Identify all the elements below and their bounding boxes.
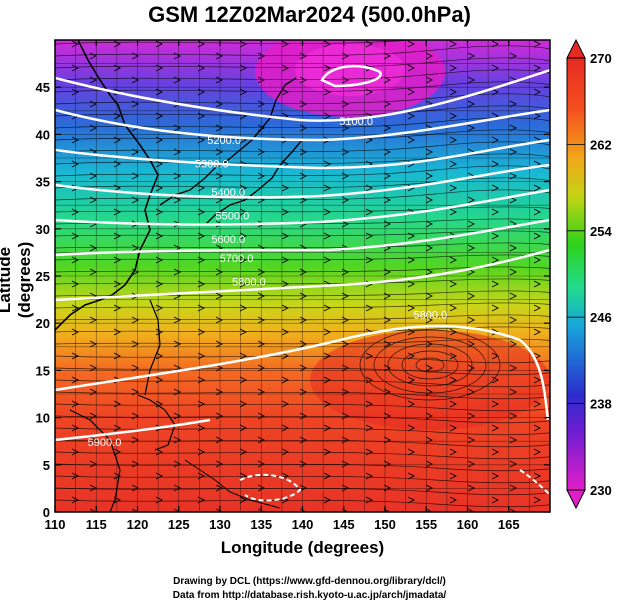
x-tick-label: 145	[333, 517, 355, 532]
x-tick-label: 120	[127, 517, 149, 532]
y-tick-label: 5	[43, 458, 50, 473]
y-tick-label: 20	[36, 316, 50, 331]
y-tick-label: 15	[36, 363, 50, 378]
lat-lon-grid	[55, 40, 550, 512]
y-tick-label: 40	[36, 127, 50, 142]
contour-label: 5200.0	[207, 135, 241, 147]
colorbar-tick-label: 238	[590, 397, 612, 412]
x-tick-label: 155	[415, 517, 437, 532]
y-tick-label: 35	[36, 175, 50, 190]
colorbar-tick-label: 246	[590, 310, 612, 325]
contour-label: 5300.0	[195, 158, 229, 170]
contour-label: 5800.0	[414, 309, 448, 321]
x-tick-label: 150	[374, 517, 396, 532]
y-tick-label: 10	[36, 411, 50, 426]
x-tick-label: 165	[498, 517, 520, 532]
colorbar-tick-label: 230	[590, 483, 612, 498]
x-tick-label: 125	[168, 517, 190, 532]
contour-label: 5800.0	[232, 276, 266, 288]
x-tick-label: 135	[250, 517, 272, 532]
x-tick-label: 160	[457, 517, 479, 532]
x-tick-label: 130	[209, 517, 231, 532]
colorbar-tick-label: 254	[590, 224, 612, 239]
height-contours	[55, 65, 550, 502]
x-tick-label: 115	[86, 517, 107, 532]
contour-label: 5500.0	[216, 210, 250, 222]
contour-label: 5700.0	[220, 253, 254, 265]
x-tick-label: 110	[45, 517, 66, 532]
colorbar-tick-label: 270	[590, 51, 612, 66]
contour-label: 5600.0	[211, 234, 245, 246]
data-source-credit: Data from http://database.rish.kyoto-u.a…	[172, 590, 447, 601]
x-axis-label: Longitude (degrees)	[220, 538, 385, 557]
x-tick-label: 140	[292, 517, 314, 532]
colorbar: 270 262 254 246 238 230	[566, 38, 612, 510]
colorbar-tick-label: 262	[590, 137, 612, 152]
y-tick-label: 45	[36, 80, 50, 95]
contour-label: 5400.0	[211, 187, 245, 199]
y-tick-label: 0	[43, 505, 50, 520]
contour-label: 5900.0	[88, 437, 122, 449]
y-tick-label: 25	[36, 269, 50, 284]
map-title: GSM 12Z02Mar2024 (500.0hPa)	[148, 2, 471, 27]
y-tick-label: 30	[36, 222, 50, 237]
drawing-credit: Drawing by DCL (https://www.gfd-dennou.o…	[173, 576, 446, 587]
coastline	[55, 40, 303, 512]
contour-label: 5100.0	[339, 116, 373, 128]
